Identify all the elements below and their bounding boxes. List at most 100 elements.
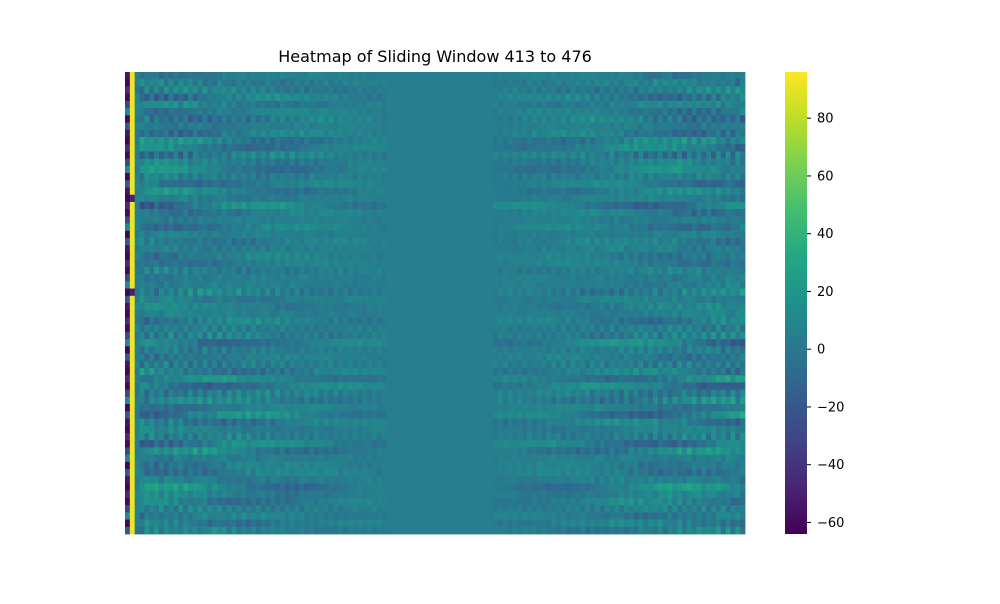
heatmap-cell (154, 100, 160, 109)
heatmap-cell (294, 295, 300, 304)
heatmap-cell (270, 136, 276, 145)
heatmap-cell (275, 230, 281, 239)
heatmap-cell (304, 93, 310, 102)
heatmap-cell (570, 230, 576, 239)
heatmap-cell (125, 238, 131, 246)
heatmap-cell (531, 216, 538, 224)
heatmap-cell (246, 158, 252, 167)
heatmap-cell (158, 115, 165, 123)
heatmap-cell (459, 331, 465, 340)
heatmap-cell (217, 259, 223, 268)
heatmap-cell (187, 194, 194, 203)
heatmap-cell (338, 129, 344, 138)
heatmap-cell (187, 93, 194, 102)
heatmap-cell (648, 310, 654, 318)
heatmap-cell (386, 259, 392, 268)
heatmap-cell (541, 238, 547, 246)
heatmap-cell (730, 151, 736, 160)
heatmap-cell (187, 187, 194, 196)
heatmap-cell (212, 274, 218, 282)
heatmap-cell (289, 288, 295, 297)
heatmap-cell (134, 266, 140, 275)
heatmap-cell (672, 331, 678, 340)
heatmap-cell (221, 72, 228, 80)
heatmap-cell (221, 216, 228, 224)
heatmap-cell (459, 165, 465, 174)
heatmap-cell (323, 259, 329, 268)
heatmap-cell (168, 339, 174, 347)
heatmap-cell (628, 245, 634, 253)
heatmap-cell (391, 136, 397, 145)
heatmap-cell (352, 281, 358, 289)
heatmap-cell (183, 173, 189, 181)
heatmap-cell (318, 100, 324, 109)
heatmap-cell (391, 129, 397, 138)
heatmap-cell (328, 122, 334, 131)
heatmap-cell (662, 72, 668, 80)
heatmap-cell (711, 122, 717, 131)
heatmap-cell (706, 187, 712, 196)
heatmap-cell (473, 295, 479, 304)
heatmap-cell (217, 194, 223, 203)
heatmap-cell (270, 274, 276, 282)
heatmap-cell (493, 136, 499, 145)
heatmap-cell (420, 122, 426, 131)
heatmap-cell (652, 274, 659, 282)
heatmap-cell (396, 223, 402, 232)
heatmap-cell (706, 144, 712, 152)
heatmap-cell (168, 245, 174, 253)
heatmap-cell (483, 238, 489, 246)
heatmap-cell (551, 259, 557, 268)
heatmap-cell (217, 216, 223, 224)
heatmap-cell (628, 266, 634, 275)
heatmap-cell (173, 187, 179, 196)
heatmap-cell (246, 346, 252, 354)
heatmap-cell (444, 100, 450, 109)
heatmap-cell (527, 122, 533, 131)
heatmap-cell (212, 151, 218, 160)
heatmap-cell (178, 122, 184, 131)
heatmap-cell (454, 129, 460, 138)
heatmap-cell (304, 165, 310, 174)
heatmap-cell (139, 165, 145, 174)
heatmap-cell (551, 136, 557, 145)
heatmap-cell (715, 324, 722, 333)
heatmap-cell (546, 86, 552, 95)
heatmap-cell (197, 238, 203, 246)
heatmap-cell (444, 209, 450, 217)
heatmap-cell (226, 194, 232, 203)
heatmap-cell (556, 223, 562, 232)
heatmap-cell (502, 129, 509, 138)
heatmap-cell (212, 79, 218, 87)
heatmap-cell (512, 93, 518, 102)
heatmap-cell (551, 295, 557, 304)
heatmap-cell (575, 151, 581, 160)
heatmap-cell (197, 151, 203, 160)
heatmap-cell (231, 259, 237, 268)
heatmap-cell (667, 266, 673, 275)
heatmap-cell (376, 245, 383, 253)
heatmap-cell (628, 216, 634, 224)
heatmap-cell (527, 158, 533, 167)
heatmap-cell (129, 201, 136, 210)
heatmap-cell (265, 129, 271, 138)
heatmap-cell (696, 158, 702, 167)
heatmap-cell (391, 252, 397, 261)
heatmap-cell (246, 151, 252, 160)
heatmap-cell (454, 331, 460, 340)
heatmap-cell (468, 295, 475, 304)
heatmap-cell (173, 108, 179, 116)
heatmap-cell (134, 317, 140, 326)
heatmap-cell (570, 158, 576, 167)
heatmap-cell (304, 252, 310, 261)
heatmap-cell (250, 317, 257, 326)
heatmap-cell (187, 79, 194, 87)
heatmap-cell (284, 115, 291, 123)
heatmap-cell (599, 230, 605, 239)
heatmap-cell (192, 281, 199, 289)
heatmap-cell (313, 144, 320, 152)
heatmap-cell (410, 230, 417, 239)
heatmap-cell (221, 324, 228, 333)
heatmap-cell (575, 201, 581, 210)
heatmap-cell (677, 216, 683, 224)
